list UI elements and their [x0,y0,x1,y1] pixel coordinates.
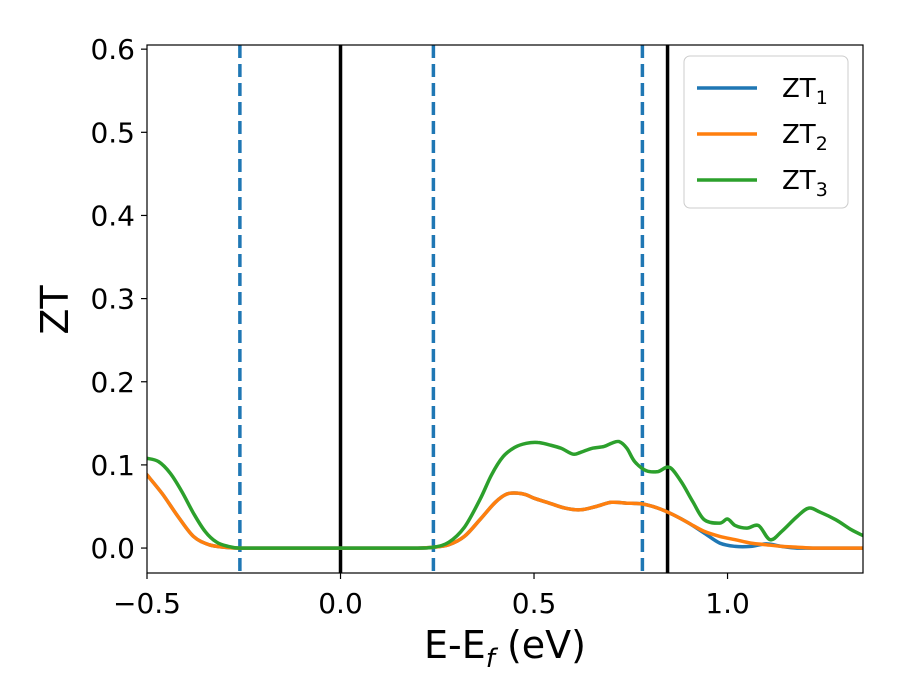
plot-frame [146,44,864,574]
y-tick-label: 0.5 [90,116,135,149]
y-tick-label: 0.0 [90,532,135,565]
x-axis-ticks: −0.5 0.0 0.5 1.0 [113,573,750,620]
legend: ZT1 ZT2 ZT3 [683,55,849,209]
legend-box [683,55,849,209]
y-axis-ticks: 0.0 0.1 0.2 0.3 0.4 0.5 0.6 [90,33,147,565]
legend-label-zt3: ZT3 [782,166,828,201]
y-tick-label: 0.6 [90,33,135,66]
x-axis-label: E-Ef (eV) [424,623,586,674]
legend-label-zt1: ZT1 [782,74,828,109]
y-tick-label: 0.4 [90,199,135,232]
y-axis-label: ZT [33,285,77,335]
vertical-reference-lines [238,45,670,573]
legend-entries: ZT1 ZT2 ZT3 [697,74,828,201]
series-line-zt3 [147,439,863,550]
y-tick-label: 0.2 [90,366,135,399]
data-series [147,439,863,550]
x-tick-label: 0.5 [512,587,557,620]
legend-label-zt2: ZT2 [782,120,828,155]
x-tick-label: 0.0 [318,587,363,620]
y-tick-label: 0.3 [90,283,135,316]
x-tick-label: −0.5 [113,587,181,620]
x-tick-label: 1.0 [705,587,750,620]
y-tick-label: 0.1 [90,449,135,482]
